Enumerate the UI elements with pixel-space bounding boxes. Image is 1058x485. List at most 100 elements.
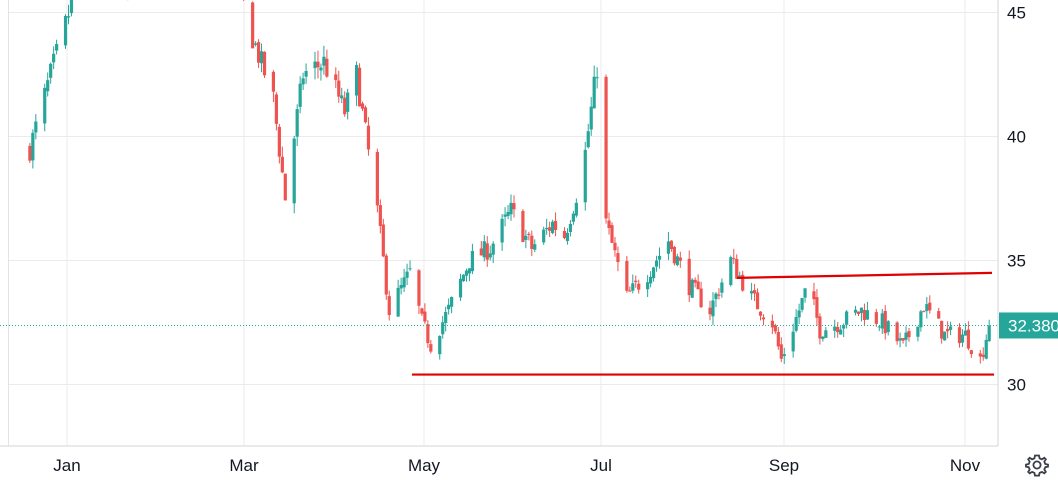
candle-up	[782, 354, 786, 357]
x-tick-label: Nov	[950, 456, 981, 475]
candle-down	[426, 324, 430, 344]
candle-up	[839, 329, 843, 335]
candle-up	[482, 241, 486, 258]
candle-down	[937, 311, 941, 319]
candle-up	[259, 51, 264, 64]
candle-down	[717, 294, 721, 296]
candle-up	[821, 336, 825, 339]
candle-down	[856, 311, 861, 315]
candle-up	[803, 288, 807, 298]
candle-down	[637, 283, 641, 290]
candle-down	[277, 126, 281, 157]
candle-down	[616, 253, 620, 263]
candle-up	[49, 63, 53, 78]
candle-down	[548, 227, 552, 231]
candle-down	[687, 258, 691, 296]
candle-up	[304, 71, 308, 77]
candle-down	[812, 291, 816, 300]
candle-down	[752, 290, 757, 294]
candle-up	[916, 326, 920, 337]
candle-down	[773, 325, 777, 332]
candle-down	[732, 258, 736, 260]
trendlines	[0, 271, 998, 376]
candle-down	[776, 331, 780, 347]
candle-down	[883, 310, 887, 334]
candle-up	[574, 202, 578, 216]
candle-down	[420, 308, 424, 314]
candle-up	[919, 311, 923, 328]
candle-up	[586, 131, 590, 148]
candle-up	[877, 326, 881, 328]
candle-up	[509, 202, 513, 215]
candle-up	[402, 277, 406, 288]
candle-down	[741, 274, 745, 291]
candle-up	[904, 332, 908, 340]
candle-up	[845, 311, 849, 325]
candle-down	[512, 203, 516, 210]
candle-down	[417, 270, 421, 306]
candle-up	[794, 317, 798, 331]
candle-down	[271, 71, 276, 92]
candle-up	[948, 326, 953, 330]
candle-up	[565, 232, 570, 241]
candle-down	[669, 240, 673, 250]
candle-down	[978, 353, 982, 357]
candle-down	[779, 344, 783, 359]
candle-up	[592, 76, 596, 109]
candles	[28, 0, 991, 364]
candle-up	[399, 285, 403, 289]
candle-up	[295, 109, 299, 137]
candle-down	[375, 151, 379, 206]
candle-up	[568, 223, 573, 232]
grid-lines	[8, 0, 998, 446]
candle-down	[836, 326, 840, 333]
candle-up	[43, 87, 47, 124]
candle-down	[256, 42, 261, 63]
candle-down	[334, 74, 338, 81]
candle-up	[666, 241, 671, 254]
candle-down	[699, 288, 703, 308]
candle-up	[31, 132, 35, 161]
candle-down	[607, 220, 611, 228]
resistance-trendline	[736, 271, 993, 279]
candle-down	[262, 51, 267, 76]
candle-down	[325, 58, 329, 77]
candle-down	[274, 94, 278, 124]
candle-down	[378, 205, 382, 226]
candle-up	[720, 282, 724, 293]
candle-up	[450, 297, 454, 307]
candle-down	[527, 233, 531, 236]
candle-up	[340, 95, 344, 99]
candle-up	[405, 271, 409, 278]
candle-down	[604, 76, 608, 219]
candle-up	[984, 339, 988, 359]
candle-down	[969, 350, 973, 355]
settings-gear-icon[interactable]	[1024, 452, 1050, 478]
candle-down	[981, 354, 985, 357]
candle-up	[470, 251, 475, 272]
candle-down	[343, 97, 347, 115]
candle-up	[943, 331, 947, 341]
candle-down	[562, 230, 567, 239]
candle-up	[34, 121, 38, 133]
candle-up	[859, 307, 864, 314]
candle-up	[711, 300, 715, 317]
candle-up	[571, 213, 575, 222]
candle-up	[589, 106, 593, 130]
candle-down	[907, 331, 911, 338]
candle-up	[842, 325, 846, 329]
candle-down	[610, 225, 614, 243]
candle-down	[708, 307, 712, 315]
candle-up	[714, 293, 718, 300]
candle-down	[946, 328, 950, 332]
candle-up	[886, 321, 890, 333]
candle-down	[625, 260, 629, 291]
candle-up	[646, 282, 650, 290]
candle-up	[551, 221, 555, 234]
candle-down	[693, 279, 697, 283]
x-tick-label: Sep	[769, 456, 799, 475]
candle-up	[800, 298, 804, 310]
candle-up	[545, 227, 549, 230]
candle-down	[895, 322, 899, 342]
